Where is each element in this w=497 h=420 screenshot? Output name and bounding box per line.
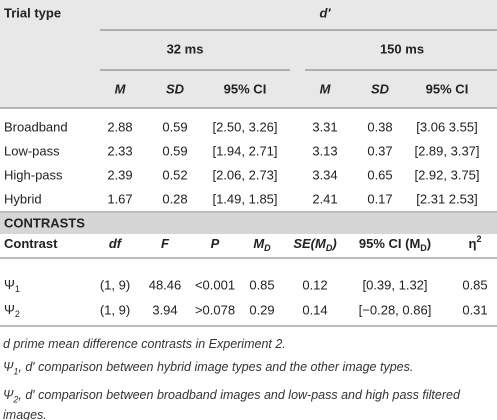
contrasts-band xyxy=(0,213,497,234)
cell: 0.31 xyxy=(462,302,487,317)
cell: 0.29 xyxy=(249,302,274,317)
footnote-part: Ψ xyxy=(3,360,14,374)
cell: (1, 9) xyxy=(100,302,130,317)
footnote: Ψ2, d′ comparison between broadband imag… xyxy=(3,387,483,420)
cell: 0.17 xyxy=(367,191,392,206)
cell: (1, 9) xyxy=(100,277,130,292)
footnote-part: 1 xyxy=(13,366,19,377)
footnote-part: d prime mean difference contrasts in Exp… xyxy=(3,337,286,351)
footnote-part: Ψ xyxy=(3,387,14,402)
cell: [0.39, 1.32] xyxy=(362,277,427,292)
contrast-header-part: SE(M xyxy=(293,236,327,251)
contrast-header-part: η xyxy=(469,236,477,251)
cell: 2.39 xyxy=(107,167,132,182)
contrast-header: P xyxy=(211,236,220,251)
cell: 0.28 xyxy=(162,191,187,206)
contrast-header: 95% CI (MD) xyxy=(359,236,431,253)
contrast-header-part: M xyxy=(253,236,265,251)
column-header: M xyxy=(115,81,127,96)
header-band xyxy=(0,0,497,108)
cell: 0.59 xyxy=(162,119,187,134)
cell: 48.46 xyxy=(149,277,182,292)
cell: 0.65 xyxy=(367,167,392,182)
cell: 3.31 xyxy=(312,119,337,134)
column-header: SD xyxy=(166,81,185,96)
contrast-header: SE(MD) xyxy=(293,236,336,253)
contrast-header-part: F xyxy=(161,236,170,251)
cell: 2.88 xyxy=(107,119,132,134)
cell: [2.89, 3.37] xyxy=(414,143,479,158)
contrast-header-part: D xyxy=(264,243,271,253)
cell: [2.31 2.53] xyxy=(416,191,477,206)
cell: [3.06 3.55] xyxy=(416,119,477,134)
row-label: Hybrid xyxy=(4,191,42,206)
contrast-header: η2 xyxy=(469,234,482,251)
contrast-header-part: D xyxy=(420,243,427,253)
contrast-header: MD xyxy=(253,236,271,253)
contrast-header: df xyxy=(109,236,123,251)
cell: 0.38 xyxy=(367,119,392,134)
cell: [2.06, 2.73] xyxy=(212,167,277,182)
contrast-label-part: 2 xyxy=(15,309,20,319)
cell: 3.34 xyxy=(312,167,337,182)
contrast-header-part: ) xyxy=(427,236,431,251)
trial-type-header: Trial type xyxy=(4,5,61,20)
cell: [−0.28, 0.86] xyxy=(359,302,432,317)
contrast-header: F xyxy=(161,236,170,251)
cell: [1.94, 2.71] xyxy=(212,143,277,158)
cell: 0.59 xyxy=(162,143,187,158)
row-label: High-pass xyxy=(4,167,63,182)
column-header: M xyxy=(320,81,332,96)
footnote: d prime mean difference contrasts in Exp… xyxy=(3,336,483,352)
row-label: Low-pass xyxy=(4,143,60,158)
contrast-header: Contrast xyxy=(4,236,58,251)
column-header: 95% CI xyxy=(426,81,469,96)
row-label: Broadband xyxy=(4,119,68,134)
footnote-part: , d′ comparison between hybrid image typ… xyxy=(18,360,414,374)
contrast-header-part: 95% CI (M xyxy=(359,236,420,251)
contrast-header-part: df xyxy=(109,236,123,251)
cell: 0.14 xyxy=(302,302,327,317)
cell: >0.078 xyxy=(195,302,235,317)
contrast-header-part: D xyxy=(326,243,333,253)
group-header: 150 ms xyxy=(380,41,424,56)
contrast-label-part: 1 xyxy=(15,284,20,294)
measure-header: d′ xyxy=(319,5,331,20)
cell: [2.50, 3.26] xyxy=(212,119,277,134)
column-header: SD xyxy=(371,81,390,96)
footnotes: d prime mean difference contrasts in Exp… xyxy=(3,336,483,420)
cell: [1.49, 1.85] xyxy=(212,191,277,206)
contrast-header-part: 2 xyxy=(476,234,481,244)
cell: <0.001 xyxy=(195,277,235,292)
footnote-part: , d′ comparison between broadband images… xyxy=(3,387,460,420)
footnote-part: 2 xyxy=(13,394,19,404)
contrast-header-part: P xyxy=(211,236,220,251)
cell: 3.94 xyxy=(152,302,177,317)
contrast-label: Ψ1 xyxy=(4,277,20,294)
contrast-header-part: Contrast xyxy=(4,236,58,251)
cell: 1.67 xyxy=(107,191,132,206)
cell: 0.12 xyxy=(302,277,327,292)
contrasts-title: CONTRASTS xyxy=(4,215,85,230)
footnote: Ψ1, d′ comparison between hybrid image t… xyxy=(3,359,483,380)
cell: 0.37 xyxy=(367,143,392,158)
table: Trial type d′ CONTRASTS 32 ms M SD 95% CI 15… xyxy=(0,0,497,327)
contrast-label: Ψ2 xyxy=(4,302,20,319)
cell: 0.85 xyxy=(249,277,274,292)
group-header: 32 ms xyxy=(167,41,204,56)
cell: 0.52 xyxy=(162,167,187,182)
cell: 2.33 xyxy=(107,143,132,158)
cell: [2.92, 3.75] xyxy=(414,167,479,182)
cell: 3.13 xyxy=(312,143,337,158)
cell: 2.41 xyxy=(312,191,337,206)
contrast-label-part: Ψ xyxy=(4,277,15,292)
contrast-label-part: Ψ xyxy=(4,302,15,317)
cell: 0.85 xyxy=(462,277,487,292)
column-header: 95% CI xyxy=(224,81,267,96)
contrast-header-part: ) xyxy=(330,236,336,251)
